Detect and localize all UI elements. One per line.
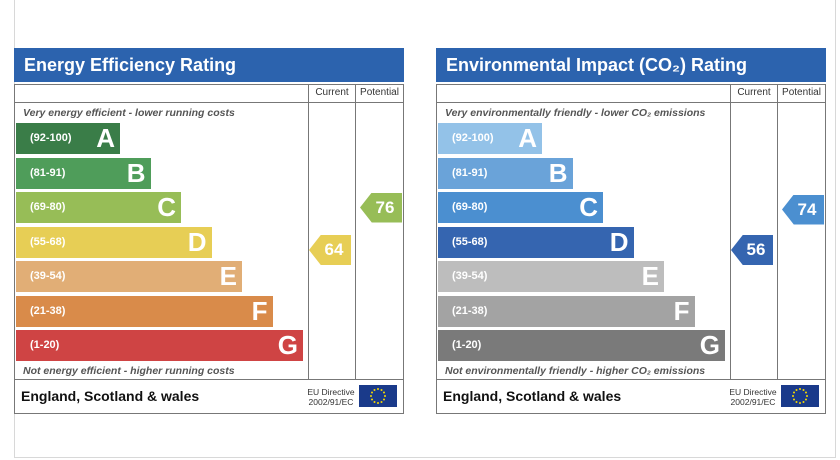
band-letter: B: [126, 157, 146, 188]
band-range-label: (92-100): [30, 132, 72, 144]
current-column-header: Current: [737, 87, 771, 98]
band-range-label: (39-54): [452, 270, 488, 282]
rating-band-d: (55-68) D: [438, 226, 634, 258]
band-range-label: (21-38): [452, 304, 488, 317]
eu-directive-line2: 2002/91/EC: [308, 397, 354, 407]
band-range-label: (55-68): [452, 235, 488, 248]
band-letter: F: [673, 295, 690, 326]
eu-directive-label: EU Directive 2002/91/EC: [723, 387, 783, 407]
band-range-label: (39-54): [30, 270, 66, 282]
band-letter: E: [219, 261, 237, 291]
potential-column-divider: [777, 85, 778, 379]
footer-divider: [437, 379, 825, 380]
footer-region: England, Scotland & wales: [21, 388, 200, 404]
band-letter: A: [518, 123, 537, 153]
rating-band-a: (92-100) A: [16, 123, 120, 154]
band-range-label: (69-80): [30, 201, 66, 213]
band-range-label: (55-68): [30, 235, 66, 248]
eu-directive-line1: EU Directive: [307, 387, 355, 397]
potential-column-header: Potential: [360, 87, 399, 98]
rating-band-a: (92-100) A: [438, 123, 542, 154]
chart-title: Energy Efficiency Rating: [14, 48, 404, 82]
current-rating-arrow: 64: [309, 235, 351, 265]
rating-band-c: (69-80) C: [438, 192, 603, 223]
eu-directive-label: EU Directive 2002/91/EC: [301, 387, 361, 407]
band-letter: C: [579, 192, 598, 222]
eu-directive-line1: EU Directive: [729, 387, 777, 397]
rating-band-g: (1-20) G: [438, 330, 725, 361]
top-note: Very energy efficient - lower running co…: [23, 107, 235, 119]
band-range-label: (21-38): [30, 304, 66, 317]
band-letter: B: [548, 157, 568, 188]
environmental-impact-chart: Environmental Impact (CO₂) Rating Curren…: [436, 48, 826, 414]
band-letter: F: [251, 295, 268, 326]
rating-band-f: (21-38) F: [438, 295, 695, 327]
rating-band-g: (1-20) G: [16, 330, 303, 361]
rating-band-e: (39-54) E: [16, 261, 242, 292]
potential-column-divider: [355, 85, 356, 379]
rating-band-d: (55-68) D: [16, 226, 212, 258]
band-range-label: (1-20): [452, 339, 482, 351]
column-header-row: [437, 85, 825, 103]
rating-band-e: (39-54) E: [438, 261, 664, 292]
bottom-note: Not environmentally friendly - higher CO…: [445, 365, 706, 377]
bottom-note: Not energy efficient - higher running co…: [23, 365, 235, 377]
band-range-label: (81-91): [452, 166, 488, 179]
eu-flag-icon: [359, 385, 397, 407]
eu-directive-line2: 2002/91/EC: [730, 397, 776, 407]
current-column-divider: [730, 85, 731, 379]
rating-band-b: (81-91) B: [16, 157, 151, 189]
chart-title: Environmental Impact (CO₂) Rating: [436, 48, 826, 82]
band-letter: E: [641, 261, 659, 291]
chart-body: Current Potential Very energy efficient …: [14, 84, 404, 414]
band-letter: G: [277, 330, 298, 360]
band-range-label: (92-100): [452, 132, 494, 144]
footer-region: England, Scotland & wales: [443, 388, 622, 404]
column-header-row: [15, 85, 403, 103]
potential-rating-arrow: 76: [360, 192, 402, 223]
band-range-label: (81-91): [30, 166, 66, 179]
current-column-divider: [308, 85, 309, 379]
current-rating-arrow: 56: [731, 235, 773, 265]
band-range-label: (1-20): [30, 339, 60, 351]
band-letter: A: [96, 123, 115, 153]
rating-band-b: (81-91) B: [438, 157, 573, 189]
band-letter: C: [157, 192, 176, 222]
top-note: Very environmentally friendly - lower CO…: [445, 107, 706, 119]
energy-efficiency-chart: Energy Efficiency Rating Current Potenti…: [14, 48, 404, 414]
current-column-header: Current: [315, 87, 349, 98]
potential-column-header: Potential: [782, 87, 821, 98]
rating-band-c: (69-80) C: [16, 192, 181, 223]
band-letter: D: [187, 226, 207, 257]
potential-rating-arrow: 74: [782, 194, 824, 225]
band-letter: D: [609, 226, 629, 257]
rating-band-f: (21-38) F: [16, 295, 273, 327]
eu-flag-icon: [781, 385, 819, 407]
footer-divider: [15, 379, 403, 380]
chart-body: Current Potential Very environmentally f…: [436, 84, 826, 414]
band-letter: G: [699, 330, 720, 360]
band-range-label: (69-80): [452, 201, 488, 213]
